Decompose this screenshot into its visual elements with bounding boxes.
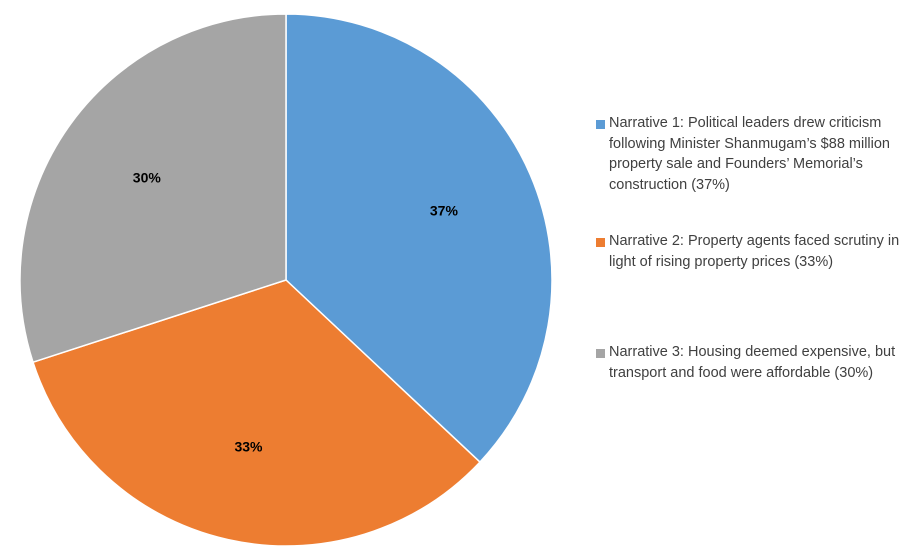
legend-swatch-narrative-2 <box>596 238 605 247</box>
data-label-narrative-2: 33% <box>234 439 263 455</box>
legend-label-narrative-2: Narrative 2: Property agents faced scrut… <box>609 233 900 270</box>
pie-data-labels: 37% 33% 30% <box>133 170 459 455</box>
legend-swatch-narrative-3 <box>596 349 605 358</box>
pie-slice-narrative-3 <box>19 13 287 364</box>
chart-legend: Narrative 1: Political leaders drew crit… <box>596 0 901 559</box>
legend-item-narrative-1: Narrative 1: Political leaders drew crit… <box>596 115 901 195</box>
legend-label-narrative-3: Narrative 3: Housing deemed expensive, b… <box>609 344 896 381</box>
legend-swatch-narrative-1 <box>596 120 605 129</box>
data-label-narrative-3: 30% <box>133 170 162 186</box>
legend-item-narrative-3: Narrative 3: Housing deemed expensive, b… <box>596 344 901 383</box>
legend-item-narrative-2: Narrative 2: Property agents faced scrut… <box>596 233 901 272</box>
legend-label-narrative-1: Narrative 1: Political leaders drew crit… <box>609 115 891 193</box>
pie-slice-narrative-1 <box>285 13 553 464</box>
pie-slices <box>19 13 553 547</box>
data-label-narrative-1: 37% <box>430 202 459 218</box>
pie-slice-narrative-2 <box>32 279 481 547</box>
pie-chart: 37% 33% 30% <box>19 13 553 547</box>
